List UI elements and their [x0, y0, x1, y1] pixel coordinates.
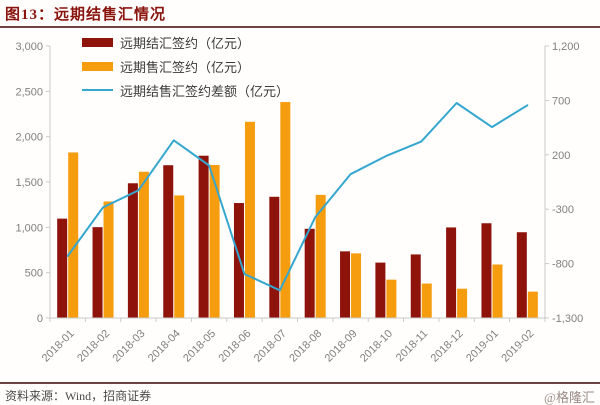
bar-sale-2018-05	[209, 164, 220, 318]
bar-sale-2018-11	[421, 283, 432, 318]
bar-settle-2018-11	[410, 254, 421, 318]
x-axis-label-2018-03: 2018-03	[110, 328, 147, 365]
figure-title: 图13：远期结售汇情况	[5, 7, 167, 23]
legend-swatch-sale	[82, 61, 113, 71]
x-axis-label-2018-07: 2018-07	[252, 328, 289, 365]
right-axis-tick-label: 1,200	[552, 41, 580, 53]
bar-settle-2019-02	[516, 232, 527, 318]
right-axis-tick-label: 700	[552, 95, 570, 107]
chart-canvas: 0 500 1,000 1,500 2,000 2,500 3,000 -1,300 -800 -…	[15, 41, 583, 365]
bar-sale-2018-12	[457, 288, 468, 318]
left-axis-tick-label: 500	[25, 268, 43, 280]
left-axis-tick-label: 2,000	[15, 132, 43, 144]
left-axis-tick-label: 0	[37, 313, 43, 325]
bar-sale-2019-02	[527, 291, 538, 318]
right-axis-tick-label: 200	[552, 150, 570, 162]
bar-sale-2019-01	[492, 264, 503, 318]
bar-settle-2018-04	[163, 165, 174, 318]
x-axis-label-2018-04: 2018-04	[146, 328, 183, 365]
bar-settle-2018-12	[446, 227, 457, 318]
diff-line	[66, 102, 529, 292]
x-axis-label-2019-02: 2019-02	[499, 328, 536, 365]
right-axis-tick-label: -800	[552, 259, 574, 271]
bar-settle-2019-01	[481, 223, 492, 318]
bar-settle-2018-03	[127, 183, 138, 318]
left-axis-tick-label: 1,000	[15, 222, 43, 234]
bar-settle-2018-06	[233, 203, 244, 318]
footer: 资料来源：Wind，招商证券 @格隆汇	[0, 382, 600, 405]
chart-legend: 远期结汇签约（亿元） 远期售汇签约（亿元） 远期结售汇签约差额（亿元）	[82, 32, 289, 100]
x-axis-label-2019-01: 2019-01	[464, 328, 501, 365]
legend-label-diff-line: 远期结售汇签约差额（亿元）	[120, 83, 290, 99]
legend-swatch-settlement	[82, 37, 113, 47]
title-rule	[0, 26, 600, 28]
right-axis-tick-label: -1,300	[552, 313, 583, 325]
source-note: 资料来源：Wind，招商证券	[5, 389, 152, 403]
bar-sale-2018-04	[174, 195, 185, 318]
bar-sale-2018-06	[244, 121, 255, 318]
legend-label-sale: 远期售汇签约（亿元）	[120, 59, 251, 75]
bar-settle-2018-09	[340, 251, 351, 318]
x-axis-label-2018-01: 2018-01	[40, 328, 77, 365]
bar-settle-2018-08	[304, 228, 315, 318]
legend-item-forward-settlement: 远期结汇签约（亿元）	[82, 32, 289, 52]
bar-sale-2018-01	[68, 152, 79, 318]
left-axis-tick-label: 2,500	[15, 86, 43, 98]
x-axis-label-2018-05: 2018-05	[181, 328, 218, 365]
legend-label-settlement: 远期结汇签约（亿元）	[120, 35, 251, 51]
bar-settle-2018-07	[269, 196, 280, 318]
left-axis-tick-label: 3,000	[15, 41, 43, 53]
bar-sale-2018-09	[351, 253, 362, 318]
x-axis-label-2018-10: 2018-10	[358, 328, 395, 365]
bar-settle-2018-05	[198, 155, 209, 318]
bar-sale-2018-07	[280, 102, 291, 318]
bar-settle-2018-10	[375, 262, 386, 318]
bar-settle-2018-01	[57, 218, 68, 318]
x-axis-label-2018-06: 2018-06	[217, 328, 254, 365]
chart-area: 0 500 1,000 1,500 2,000 2,500 3,000 -1,300 -800 -…	[0, 28, 600, 380]
bar-sale-2018-08	[315, 194, 326, 318]
x-axis-label-2018-02: 2018-02	[75, 328, 112, 365]
bar-sale-2018-10	[386, 279, 397, 318]
bar-sale-2018-03	[138, 171, 149, 318]
x-axis-label-2018-08: 2018-08	[287, 328, 324, 365]
bar-settle-2018-02	[92, 227, 103, 318]
left-axis-tick-label: 1,500	[15, 177, 43, 189]
x-axis-label-2018-11: 2018-11	[394, 328, 430, 364]
watermark: @格隆汇	[544, 390, 595, 405]
x-axis-label-2018-09: 2018-09	[323, 328, 360, 365]
legend-swatch-diff-line	[82, 89, 113, 91]
legend-item-forward-sale: 远期售汇签约（亿元）	[82, 56, 289, 76]
x-axis-label-2018-12: 2018-12	[429, 328, 466, 365]
bar-sale-2018-02	[103, 201, 114, 318]
right-axis-tick-label: -300	[552, 204, 574, 216]
legend-item-diff-line: 远期结售汇签约差额（亿元）	[82, 80, 289, 100]
